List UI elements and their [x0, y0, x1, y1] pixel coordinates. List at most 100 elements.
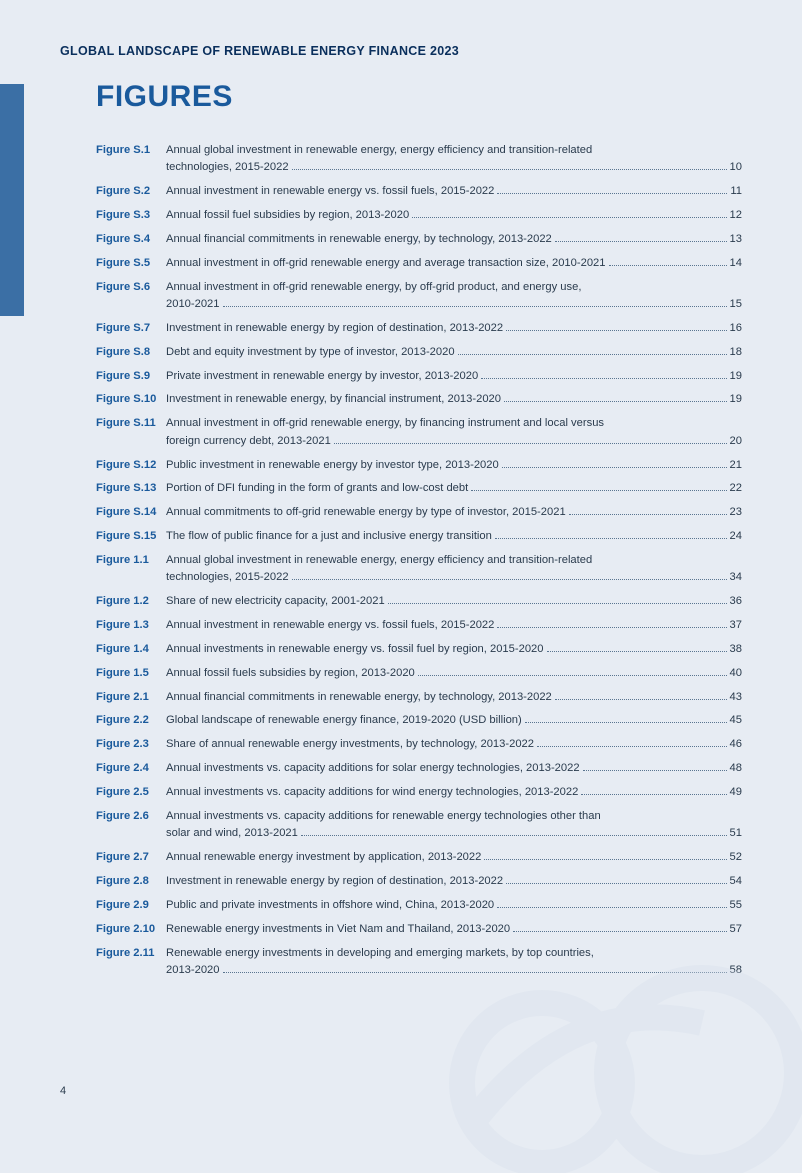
dot-leader — [497, 907, 726, 908]
figure-description: Annual financial commitments in renewabl… — [166, 689, 742, 706]
figure-entry: Figure 1.1Annual global investment in re… — [96, 552, 742, 587]
figure-description: The flow of public finance for a just an… — [166, 528, 742, 545]
figure-description: Investment in renewable energy by region… — [166, 873, 742, 890]
dot-leader — [506, 883, 726, 884]
figure-description-line: Annual investment in off-grid renewable … — [166, 255, 742, 272]
figure-page: 54 — [730, 873, 742, 890]
figure-page: 20 — [730, 433, 742, 450]
figure-page: 22 — [730, 480, 742, 497]
figure-entry: Figure S.6Annual investment in off-grid … — [96, 279, 742, 314]
figure-description-text: Investment in renewable energy by region… — [166, 873, 503, 890]
page-title: FIGURES — [96, 80, 742, 114]
figure-description: Share of annual renewable energy investm… — [166, 736, 742, 753]
figure-description-line: Annual investment in off-grid renewable … — [166, 415, 742, 432]
dot-leader — [504, 401, 727, 402]
figure-description-text: Debt and equity investment by type of in… — [166, 344, 455, 361]
figure-description-line: technologies, 2015-202234 — [166, 569, 742, 586]
figure-description-line: Portion of DFI funding in the form of gr… — [166, 480, 742, 497]
figure-description-line: Annual investment in renewable energy vs… — [166, 617, 742, 634]
figure-label: Figure 2.4 — [96, 760, 166, 777]
figure-description-text: foreign currency debt, 2013-2021 — [166, 433, 331, 450]
figure-page: 11 — [730, 183, 742, 200]
figure-entry: Figure 2.5Annual investments vs. capacit… — [96, 784, 742, 801]
figure-description: Annual investment in renewable energy vs… — [166, 183, 742, 200]
figure-description: Portion of DFI funding in the form of gr… — [166, 480, 742, 497]
figure-description-text: Annual investment in renewable energy vs… — [166, 183, 494, 200]
figure-description-text: Annual investments vs. capacity addition… — [166, 784, 578, 801]
figure-page: 10 — [730, 159, 742, 176]
figure-description-text: technologies, 2015-2022 — [166, 159, 289, 176]
figure-description-line: Annual renewable energy investment by ap… — [166, 849, 742, 866]
figure-description-text: Renewable energy investments in Viet Nam… — [166, 921, 510, 938]
figure-entry: Figure S.1Annual global investment in re… — [96, 142, 742, 177]
figure-description-line: Annual investments vs. capacity addition… — [166, 760, 742, 777]
figure-description-line: Investment in renewable energy by region… — [166, 320, 742, 337]
figure-page: 38 — [730, 641, 742, 658]
figure-label: Figure S.6 — [96, 279, 166, 296]
figure-description-text: Annual renewable energy investment by ap… — [166, 849, 481, 866]
figure-label: Figure 2.7 — [96, 849, 166, 866]
figure-entry: Figure 2.8Investment in renewable energy… — [96, 873, 742, 890]
figure-label: Figure S.8 — [96, 344, 166, 361]
figure-label: Figure S.3 — [96, 207, 166, 224]
dot-leader — [525, 722, 727, 723]
dot-leader — [497, 193, 727, 194]
figure-description-text: Share of annual renewable energy investm… — [166, 736, 534, 753]
figure-description-line: Annual financial commitments in renewabl… — [166, 689, 742, 706]
figure-label: Figure 1.4 — [96, 641, 166, 658]
figure-description-line: Private investment in renewable energy b… — [166, 368, 742, 385]
figure-label: Figure 1.1 — [96, 552, 166, 569]
figure-description-text: technologies, 2015-2022 — [166, 569, 289, 586]
figure-page: 12 — [730, 207, 742, 224]
figure-description-text: Annual fossil fuels subsidies by region,… — [166, 665, 415, 682]
figure-description-line: Annual fossil fuel subsidies by region, … — [166, 207, 742, 224]
page: GLOBAL LANDSCAPE OF RENEWABLE ENERGY FIN… — [0, 0, 802, 1133]
dot-leader — [547, 651, 727, 652]
figure-page: 36 — [730, 593, 742, 610]
figure-page: 21 — [730, 457, 742, 474]
figure-label: Figure S.1 — [96, 142, 166, 159]
figure-description: Investment in renewable energy by region… — [166, 320, 742, 337]
figure-entry: Figure 2.7Annual renewable energy invest… — [96, 849, 742, 866]
dot-leader — [555, 241, 727, 242]
figure-description: Annual investment in renewable energy vs… — [166, 617, 742, 634]
figure-page: 15 — [730, 296, 742, 313]
figure-entry: Figure S.4Annual financial commitments i… — [96, 231, 742, 248]
figure-description: Global landscape of renewable energy fin… — [166, 712, 742, 729]
figure-page: 52 — [730, 849, 742, 866]
figure-entry: Figure S.11Annual investment in off-grid… — [96, 415, 742, 450]
figure-page: 49 — [730, 784, 742, 801]
figure-label: Figure S.12 — [96, 457, 166, 474]
figure-description: Annual investments vs. capacity addition… — [166, 784, 742, 801]
dot-leader — [497, 627, 726, 628]
figure-entry: Figure 2.3Share of annual renewable ener… — [96, 736, 742, 753]
figure-page: 57 — [730, 921, 742, 938]
figure-description: Share of new electricity capacity, 2001-… — [166, 593, 742, 610]
figure-page: 43 — [730, 689, 742, 706]
figure-description-line: Renewable energy investments in Viet Nam… — [166, 921, 742, 938]
figure-entry: Figure S.9Private investment in renewabl… — [96, 368, 742, 385]
figure-page: 51 — [730, 825, 742, 842]
figure-entry: Figure S.14Annual commitments to off-gri… — [96, 504, 742, 521]
figure-description: Annual investment in off-grid renewable … — [166, 279, 742, 314]
figure-page: 46 — [730, 736, 742, 753]
figure-label: Figure S.5 — [96, 255, 166, 272]
figure-description-text: Annual global investment in renewable en… — [166, 142, 592, 159]
figure-entry: Figure S.12Public investment in renewabl… — [96, 457, 742, 474]
figure-description: Investment in renewable energy, by finan… — [166, 391, 742, 408]
dot-leader — [502, 467, 727, 468]
figure-label: Figure S.4 — [96, 231, 166, 248]
figure-description-text: Public and private investments in offsho… — [166, 897, 494, 914]
dot-leader — [412, 217, 726, 218]
figure-description-line: Annual global investment in renewable en… — [166, 142, 742, 159]
figure-description-line: Public investment in renewable energy by… — [166, 457, 742, 474]
figure-page: 37 — [730, 617, 742, 634]
figure-description-line: Renewable energy investments in developi… — [166, 945, 742, 962]
figure-label: Figure S.13 — [96, 480, 166, 497]
dot-leader — [555, 699, 727, 700]
figure-page: 24 — [730, 528, 742, 545]
figure-description: Renewable energy investments in developi… — [166, 945, 742, 980]
figure-entry: Figure 2.9Public and private investments… — [96, 897, 742, 914]
figure-description-text: Public investment in renewable energy by… — [166, 457, 499, 474]
dot-leader — [301, 835, 727, 836]
